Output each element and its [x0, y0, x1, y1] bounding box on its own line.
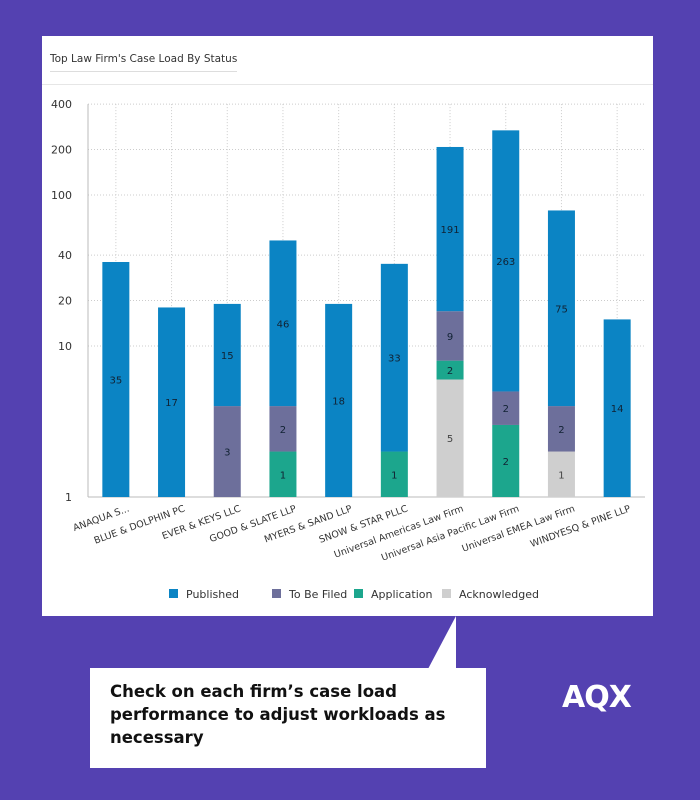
data-label: 17 — [165, 398, 178, 409]
data-label: 1 — [280, 470, 286, 481]
bar-segment-published — [492, 130, 520, 392]
y-tick-label: 20 — [58, 295, 72, 308]
bar-segment-published — [158, 307, 186, 497]
aqx-logo: AQX — [562, 680, 632, 715]
bar-segment-to-be-filed — [547, 406, 575, 452]
bar-segment-published — [102, 261, 130, 497]
data-label: 2 — [447, 366, 453, 377]
legend-swatch — [442, 589, 451, 598]
legend-label: Published — [186, 588, 239, 601]
callout-text: Check on each firm’s case load performan… — [110, 682, 446, 747]
data-label: 33 — [388, 354, 401, 365]
data-label: 191 — [441, 225, 460, 236]
chart-title: Top Law Firm's Case Load By Status — [50, 53, 238, 72]
y-tick-label: 10 — [58, 340, 72, 353]
chart-card: Top Law Firm's Case Load By Status 1 10 20… — [42, 36, 653, 616]
data-label: 2 — [503, 457, 509, 468]
legend-swatch — [272, 589, 281, 598]
bar-segment-published — [547, 210, 575, 407]
data-label: 2 — [503, 404, 509, 415]
y-tick-label: 100 — [51, 189, 72, 202]
data-label: 2 — [280, 425, 286, 436]
legend-swatch — [354, 589, 363, 598]
bar-segment-acknowledged — [436, 379, 464, 497]
y-tick-label: 200 — [51, 144, 72, 157]
legend-swatch — [169, 589, 178, 598]
bar-segment-application — [436, 360, 464, 380]
bar-segment-published — [269, 240, 297, 407]
bar-segment-to-be-filed — [269, 406, 297, 452]
bar-segment-to-be-filed — [492, 391, 520, 425]
data-label: 263 — [496, 257, 515, 268]
bar-segment-published — [213, 303, 241, 407]
data-label: 14 — [611, 404, 624, 415]
bar-segment-application — [269, 451, 297, 497]
bar-segment-application — [492, 424, 520, 497]
bar-segment-to-be-filed — [436, 311, 464, 361]
bar-segment-published — [603, 319, 631, 497]
data-label: 15 — [221, 351, 234, 362]
bar-segment-published — [436, 146, 464, 312]
bar-segment-to-be-filed — [213, 406, 241, 497]
legend-label: To Be Filed — [288, 588, 347, 601]
y-tick-label: 1 — [65, 491, 72, 504]
data-label: 2 — [558, 425, 564, 436]
data-label: 75 — [555, 304, 568, 315]
divider — [42, 84, 653, 85]
bar-segment-published — [325, 303, 353, 497]
callout-box: Check on each firm’s case load performan… — [90, 668, 486, 768]
bar-segment-application — [380, 451, 408, 497]
legend-label: Acknowledged — [459, 588, 539, 601]
bar-segment-published — [380, 263, 408, 452]
data-label: 1 — [391, 470, 397, 481]
data-label: 3 — [224, 448, 230, 459]
x-tick-label: WINDYESQ & PINE LLP — [529, 503, 632, 550]
y-tick-label: 400 — [51, 98, 72, 111]
data-label: 46 — [277, 319, 290, 330]
data-label: 18 — [332, 396, 345, 407]
data-label: 5 — [447, 434, 453, 445]
data-label: 35 — [109, 375, 122, 386]
data-label: 9 — [447, 332, 453, 343]
legend-label: Application — [371, 588, 432, 601]
bar-segment-acknowledged — [547, 451, 575, 497]
y-tick-label: 40 — [58, 249, 72, 262]
data-label: 1 — [558, 470, 564, 481]
